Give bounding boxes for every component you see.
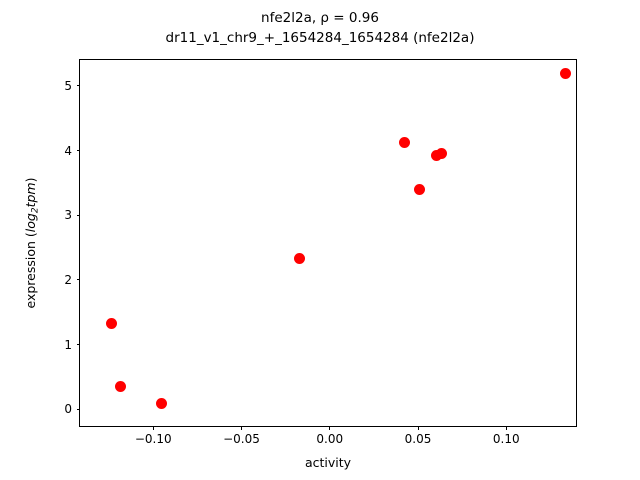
y-axis-label: expression (log2tpm) (22, 59, 40, 427)
scatter-point (106, 318, 118, 330)
y-axis-tick (76, 85, 80, 87)
y-axis-tick-label: 0 (64, 402, 72, 417)
scatter-point (413, 184, 425, 196)
y-axis-tick (76, 214, 80, 216)
y-axis-tick (76, 150, 80, 152)
chart-title-line-2: dr11_v1_chr9_+_1654284_1654284 (nfe2l2a) (165, 30, 475, 46)
x-axis-tick (417, 426, 419, 430)
scatter-point (430, 149, 442, 161)
y-axis-tick (76, 279, 80, 281)
y-axis-tick-label: 4 (64, 143, 72, 158)
x-axis-tick-label: −0.10 (134, 432, 172, 446)
scatter-point (155, 397, 167, 409)
y-axis-label-log: log (23, 213, 38, 233)
x-axis-tick-label: 0.05 (404, 432, 432, 446)
y-axis-label-prefix: expression ( (23, 232, 38, 309)
x-axis-tick (152, 426, 154, 430)
scatter-point (436, 147, 448, 159)
y-axis-label-suffix: ) (23, 177, 38, 183)
scatter-point (115, 381, 127, 393)
scatter-point (559, 68, 571, 80)
y-axis-tick-label: 3 (64, 208, 72, 223)
y-axis-label-tpm: tpm (23, 182, 38, 208)
chart-title: nfe2l2a, ρ = 0.96 dr11_v1_chr9_+_1654284… (0, 8, 640, 48)
x-axis-tick-label: −0.05 (223, 432, 260, 446)
x-axis-tick (505, 426, 507, 430)
y-axis-tick (76, 408, 80, 410)
x-axis-tick-label: 0.10 (492, 432, 520, 446)
y-axis-tick (76, 344, 80, 346)
x-axis-tick (329, 426, 331, 430)
scatter-point (399, 137, 411, 149)
scatter-point (293, 253, 305, 265)
x-axis-tick (241, 426, 243, 430)
x-axis-tick-label: 0.00 (316, 432, 344, 446)
chart-title-line-1: nfe2l2a, ρ = 0.96 (261, 10, 379, 26)
plot-area: −0.10 −0.05 0.00 0.05 0.10 0 1 2 3 4 5 (64, 60, 576, 446)
y-axis-tick-label: 5 (64, 78, 72, 93)
plot-axes: −0.10 −0.05 0.00 0.05 0.10 0 1 2 3 4 5 (64, 59, 577, 446)
y-axis-tick-label: 2 (64, 272, 72, 287)
y-axis-label-base: 2 (30, 207, 41, 214)
x-axis-label: activity (304, 455, 352, 470)
y-axis-tick-label: 1 (64, 337, 72, 352)
